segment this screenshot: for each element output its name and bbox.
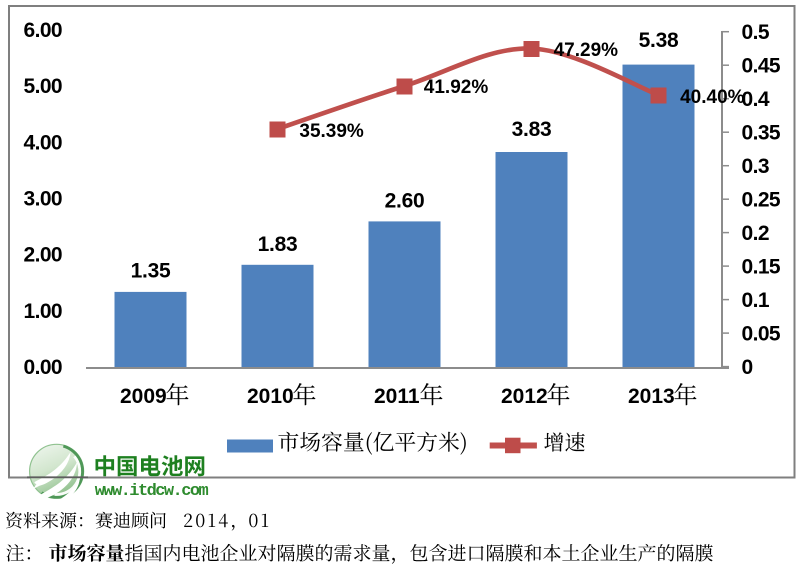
- svg-text:3.83: 3.83: [512, 118, 552, 141]
- svg-text:0.5: 0.5: [742, 21, 770, 44]
- svg-text:0.15: 0.15: [742, 256, 781, 279]
- svg-text:2009: 2009: [120, 385, 167, 408]
- svg-text:3.00: 3.00: [24, 188, 62, 211]
- svg-text:0.4: 0.4: [742, 88, 770, 111]
- svg-text:0.1: 0.1: [742, 289, 770, 312]
- svg-text:0.45: 0.45: [742, 55, 781, 78]
- svg-text:2012: 2012: [501, 385, 548, 408]
- svg-text:0.05: 0.05: [742, 323, 781, 346]
- svg-text:6.00: 6.00: [24, 19, 62, 42]
- svg-text:35.39%: 35.39%: [299, 121, 364, 142]
- svg-text:0.3: 0.3: [742, 155, 769, 178]
- svg-text:2.60: 2.60: [385, 190, 425, 213]
- svg-text:0.00: 0.00: [24, 356, 62, 379]
- svg-text:0.35: 0.35: [742, 122, 781, 145]
- svg-text:4.00: 4.00: [24, 131, 62, 154]
- svg-text:5.38: 5.38: [639, 29, 679, 52]
- svg-text:5.00: 5.00: [24, 75, 62, 98]
- svg-text:2011: 2011: [374, 385, 420, 408]
- svg-text:0.2: 0.2: [742, 222, 769, 245]
- svg-text:1.00: 1.00: [24, 300, 62, 323]
- svg-text:0.25: 0.25: [742, 189, 781, 212]
- svg-text:1.83: 1.83: [258, 233, 298, 256]
- svg-text:40.40%: 40.40%: [680, 87, 745, 108]
- svg-text:www.itdcw.com: www.itdcw.com: [95, 482, 209, 501]
- svg-text:1.35: 1.35: [131, 260, 171, 283]
- svg-text:2010: 2010: [247, 385, 294, 408]
- svg-text:2.00: 2.00: [24, 244, 62, 267]
- svg-text:2013: 2013: [628, 385, 675, 408]
- svg-text:0: 0: [742, 356, 753, 379]
- svg-text:41.92%: 41.92%: [424, 77, 489, 98]
- svg-text:47.29%: 47.29%: [554, 40, 619, 61]
